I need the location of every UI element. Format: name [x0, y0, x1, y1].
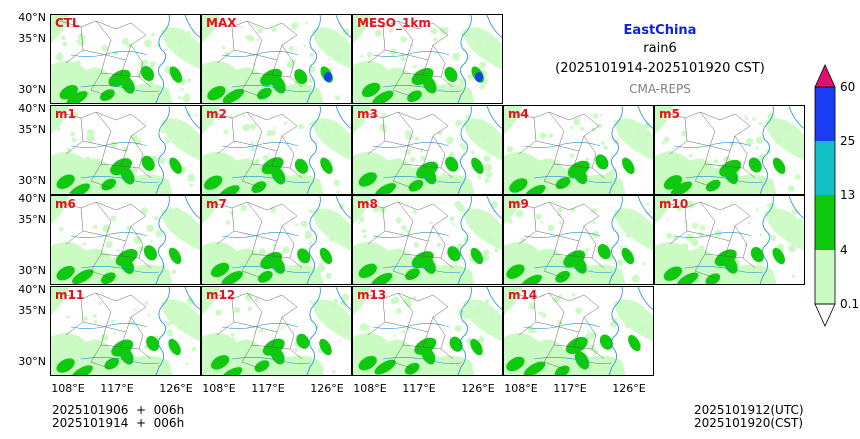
panel-label: m4 — [508, 107, 529, 121]
map-panel-m10: m10 — [654, 195, 805, 285]
colorbar-tick-label: 60 — [840, 80, 856, 94]
panel-label: MESO_1km — [357, 16, 431, 30]
map-panel-m3: m3 — [352, 105, 503, 195]
panel-label: m7 — [206, 197, 227, 211]
lat-tick-label: 35°N — [18, 32, 46, 45]
colorbar-max-arrow — [814, 64, 836, 88]
lon-tick-label: 108°E — [353, 382, 387, 395]
variable-title: rain6 — [643, 41, 677, 56]
region-title: EastChina — [623, 23, 697, 38]
lat-tick-label: 30°N — [18, 83, 46, 96]
precipitation-map — [655, 106, 804, 194]
precipitation-map — [504, 106, 653, 194]
precipitation-map — [353, 106, 502, 194]
panel-label: m1 — [55, 107, 76, 121]
lon-tick-label: 126°E — [159, 382, 193, 395]
map-panel-m12: m12 — [201, 286, 352, 376]
colorbar — [814, 64, 836, 327]
precipitation-map — [202, 15, 351, 103]
lat-tick-label: 40°N — [18, 192, 46, 205]
panel-label: m6 — [55, 197, 76, 211]
map-panel-m1: m1 — [50, 105, 201, 195]
map-panel-max: MAX — [201, 14, 352, 104]
panel-label: m10 — [659, 197, 689, 211]
colorbar-tick-label: 25 — [840, 134, 856, 148]
map-panel-m2: m2 — [201, 105, 352, 195]
map-panel-m8: m8 — [352, 195, 503, 285]
lon-tick-label: 108°E — [504, 382, 538, 395]
map-panel-meso-1km: MESO_1km — [352, 14, 503, 104]
map-panel-m9: m9 — [503, 195, 654, 285]
lat-tick-label: 40°N — [18, 283, 46, 296]
lon-tick-label: 126°E — [461, 382, 495, 395]
colorbar-min-arrow — [814, 303, 836, 327]
colorbar-tick-label: 13 — [840, 188, 856, 202]
lon-tick-label: 117°E — [553, 382, 587, 395]
precipitation-map — [353, 196, 502, 284]
precipitation-map — [51, 106, 200, 194]
lat-tick-label: 35°N — [18, 213, 46, 226]
lon-tick-label: 108°E — [51, 382, 85, 395]
map-panel-m5: m5 — [654, 105, 805, 195]
lat-tick-label: 40°N — [18, 102, 46, 115]
lon-tick-label: 117°E — [251, 382, 285, 395]
panel-label: CTL — [55, 16, 80, 30]
colorbar-tick-label: 4 — [840, 243, 848, 257]
precipitation-map — [353, 287, 502, 375]
precipitation-map — [202, 287, 351, 375]
period-title: (2025101914-2025101920 CST) — [555, 61, 765, 76]
panel-label: m13 — [357, 288, 387, 302]
precipitation-map — [51, 15, 200, 103]
lon-tick-label: 108°E — [202, 382, 236, 395]
valid-time-cst: 2025101920(CST) — [694, 416, 804, 430]
lat-tick-label: 40°N — [18, 11, 46, 24]
colorbar-segment — [815, 87, 835, 141]
precipitation-map — [353, 15, 502, 103]
lon-tick-label: 126°E — [310, 382, 344, 395]
precipitation-map — [655, 196, 804, 284]
lon-tick-label: 117°E — [100, 382, 134, 395]
init-time-line-1: 2025101906 + 006h — [52, 403, 185, 417]
panel-label: m5 — [659, 107, 680, 121]
lat-tick-label: 30°N — [18, 264, 46, 277]
panel-label: MAX — [206, 16, 237, 30]
precipitation-map — [504, 287, 653, 375]
system-title: CMA-REPS — [629, 82, 691, 96]
panel-label: m8 — [357, 197, 378, 211]
map-panel-m7: m7 — [201, 195, 352, 285]
map-panel-ctl: CTL — [50, 14, 201, 104]
colorbar-segment — [815, 250, 835, 304]
panel-label: m12 — [206, 288, 236, 302]
map-panel-m14: m14 — [503, 286, 654, 376]
panel-label: m2 — [206, 107, 227, 121]
map-panel-m6: m6 — [50, 195, 201, 285]
lon-tick-label: 126°E — [612, 382, 646, 395]
precipitation-map — [202, 196, 351, 284]
lat-tick-label: 35°N — [18, 123, 46, 136]
precipitation-map — [51, 196, 200, 284]
precipitation-map — [51, 287, 200, 375]
map-panel-m4: m4 — [503, 105, 654, 195]
precipitation-map — [504, 196, 653, 284]
figure-title-block: EastChina rain6 (2025101914-2025101920 C… — [530, 22, 790, 98]
panel-label: m14 — [508, 288, 538, 302]
lat-tick-label: 30°N — [18, 174, 46, 187]
colorbar-segment — [815, 141, 835, 195]
lat-tick-label: 30°N — [18, 355, 46, 368]
lat-tick-label: 35°N — [18, 304, 46, 317]
init-time-line-2: 2025101914 + 006h — [52, 416, 185, 430]
colorbar-tick-label: 0.1 — [840, 297, 860, 311]
lon-tick-label: 117°E — [402, 382, 436, 395]
panel-label: m9 — [508, 197, 529, 211]
panel-label: m11 — [55, 288, 85, 302]
map-panel-m11: m11 — [50, 286, 201, 376]
map-panel-m13: m13 — [352, 286, 503, 376]
valid-time-utc: 2025101912(UTC) — [694, 403, 804, 417]
panel-label: m3 — [357, 107, 378, 121]
precipitation-map — [202, 106, 351, 194]
colorbar-segment — [815, 195, 835, 250]
